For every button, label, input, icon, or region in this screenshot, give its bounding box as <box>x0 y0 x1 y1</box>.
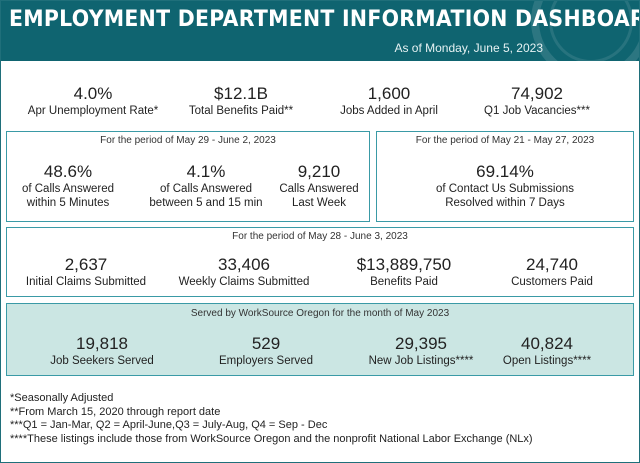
stat-value: 29,395 <box>395 334 447 353</box>
panel-caption: For the period of May 21 - May 27, 2023 <box>415 135 595 146</box>
stat-label: Employers Served <box>219 355 313 367</box>
stat-job-seekers: 19,818 Job Seekers Served <box>27 334 177 368</box>
stat-unemployment-rate: 4.0% Apr Unemployment Rate* <box>18 84 168 118</box>
stat-label: Initial Claims Submitted <box>25 276 147 288</box>
stat-label: Resolved within 7 Days <box>445 197 565 209</box>
stat-value: 69.14% <box>476 162 534 181</box>
stat-initial-claims: 2,637 Initial Claims Submitted <box>11 255 161 289</box>
stat-label: Total Benefits Paid** <box>188 105 294 117</box>
stat-label: Calls Answered <box>279 183 359 195</box>
stat-customers-paid: 24,740 Customers Paid <box>477 255 627 289</box>
stat-value: 1,600 <box>367 84 411 103</box>
stat-job-vacancies: 74,902 Q1 Job Vacancies*** <box>462 84 612 118</box>
stat-value: 529 <box>251 334 281 353</box>
contact-us-panel: For the period of May 21 - May 27, 2023 … <box>376 131 634 222</box>
stat-value: 4.1% <box>186 162 226 181</box>
stat-value: $13,889,750 <box>356 255 452 274</box>
calls-answered-panel: For the period of May 29 - June 2, 2023 … <box>6 131 370 222</box>
dashboard-title: EMPLOYMENT DEPARTMENT INFORMATION DASHBO… <box>9 7 639 32</box>
stat-label: Job Seekers Served <box>50 355 154 367</box>
stat-benefits-paid: $13,889,750 Benefits Paid <box>329 255 479 289</box>
stat-weekly-claims: 33,406 Weekly Claims Submitted <box>169 255 319 289</box>
claims-panel: For the period of May 28 - June 3, 2023 … <box>6 227 634 297</box>
stat-calls-5min: 48.6% of Calls Answered within 5 Minutes <box>9 162 127 210</box>
stat-label: New Job Listings**** <box>368 355 474 367</box>
state-seal-watermark <box>531 1 639 61</box>
stat-value: 40,824 <box>521 334 573 353</box>
stat-label: Open Listings**** <box>502 355 592 367</box>
stat-value: 48.6% <box>43 162 93 181</box>
stat-label: Last Week <box>291 197 347 209</box>
stat-jobs-added: 1,600 Jobs Added in April <box>314 84 464 118</box>
stat-label: Benefits Paid <box>370 276 438 288</box>
stat-label: within 5 Minutes <box>26 197 110 209</box>
stat-value: 9,210 <box>297 162 341 181</box>
stat-value: 19,818 <box>76 334 128 353</box>
stat-label: between 5 and 15 min <box>149 197 263 209</box>
stat-new-job-listings: 29,395 New Job Listings**** <box>351 334 491 368</box>
stat-value: 4.0% <box>73 84 113 103</box>
stat-calls-last-week: 9,210 Calls Answered Last Week <box>271 162 367 210</box>
stat-value: $12.1B <box>214 84 268 103</box>
footnote-quarters: ***Q1 = Jan-Mar, Q2 = April-June,Q3 = Ju… <box>10 419 328 431</box>
stat-label: Customers Paid <box>511 276 593 288</box>
dashboard-header: EMPLOYMENT DEPARTMENT INFORMATION DASHBO… <box>1 1 639 61</box>
worksource-panel: Served by WorkSource Oregon for the mont… <box>6 303 634 376</box>
stat-calls-5-15min: 4.1% of Calls Answered between 5 and 15 … <box>141 162 271 210</box>
stat-label: of Calls Answered <box>159 183 253 195</box>
report-date: As of Monday, June 5, 2023 <box>394 41 543 55</box>
stat-label: of Contact Us Submissions <box>435 183 575 195</box>
stat-label: Apr Unemployment Rate* <box>27 105 159 117</box>
stat-employers-served: 529 Employers Served <box>191 334 341 368</box>
stat-open-listings: 40,824 Open Listings**** <box>487 334 607 368</box>
footnotes: *Seasonally Adjusted **From March 15, 20… <box>10 392 533 446</box>
stat-total-benefits: $12.1B Total Benefits Paid** <box>166 84 316 118</box>
stat-value: 74,902 <box>511 84 563 103</box>
footnote-listings: ****These listings include those from Wo… <box>10 432 533 445</box>
stat-value: 33,406 <box>218 255 270 274</box>
stat-label: of Calls Answered <box>21 183 115 195</box>
stat-label: Q1 Job Vacancies*** <box>484 105 590 117</box>
stat-label: Jobs Added in April <box>340 105 438 117</box>
footnote-benefits-period: **From March 15, 2020 through report dat… <box>10 405 221 418</box>
state-seal-watermark-inner <box>549 1 633 61</box>
stat-label: Weekly Claims Submitted <box>178 276 310 288</box>
panel-caption: Served by WorkSource Oregon for the mont… <box>190 308 450 319</box>
stat-contact-resolved: 69.14% of Contact Us Submissions Resolve… <box>377 162 633 210</box>
panel-caption: For the period of May 28 - June 3, 2023 <box>232 231 408 242</box>
stat-value: 2,637 <box>64 255 108 274</box>
stat-value: 24,740 <box>526 255 578 274</box>
panel-caption: For the period of May 29 - June 2, 2023 <box>100 135 276 146</box>
footnote-seasonal: *Seasonally Adjusted <box>10 392 114 404</box>
